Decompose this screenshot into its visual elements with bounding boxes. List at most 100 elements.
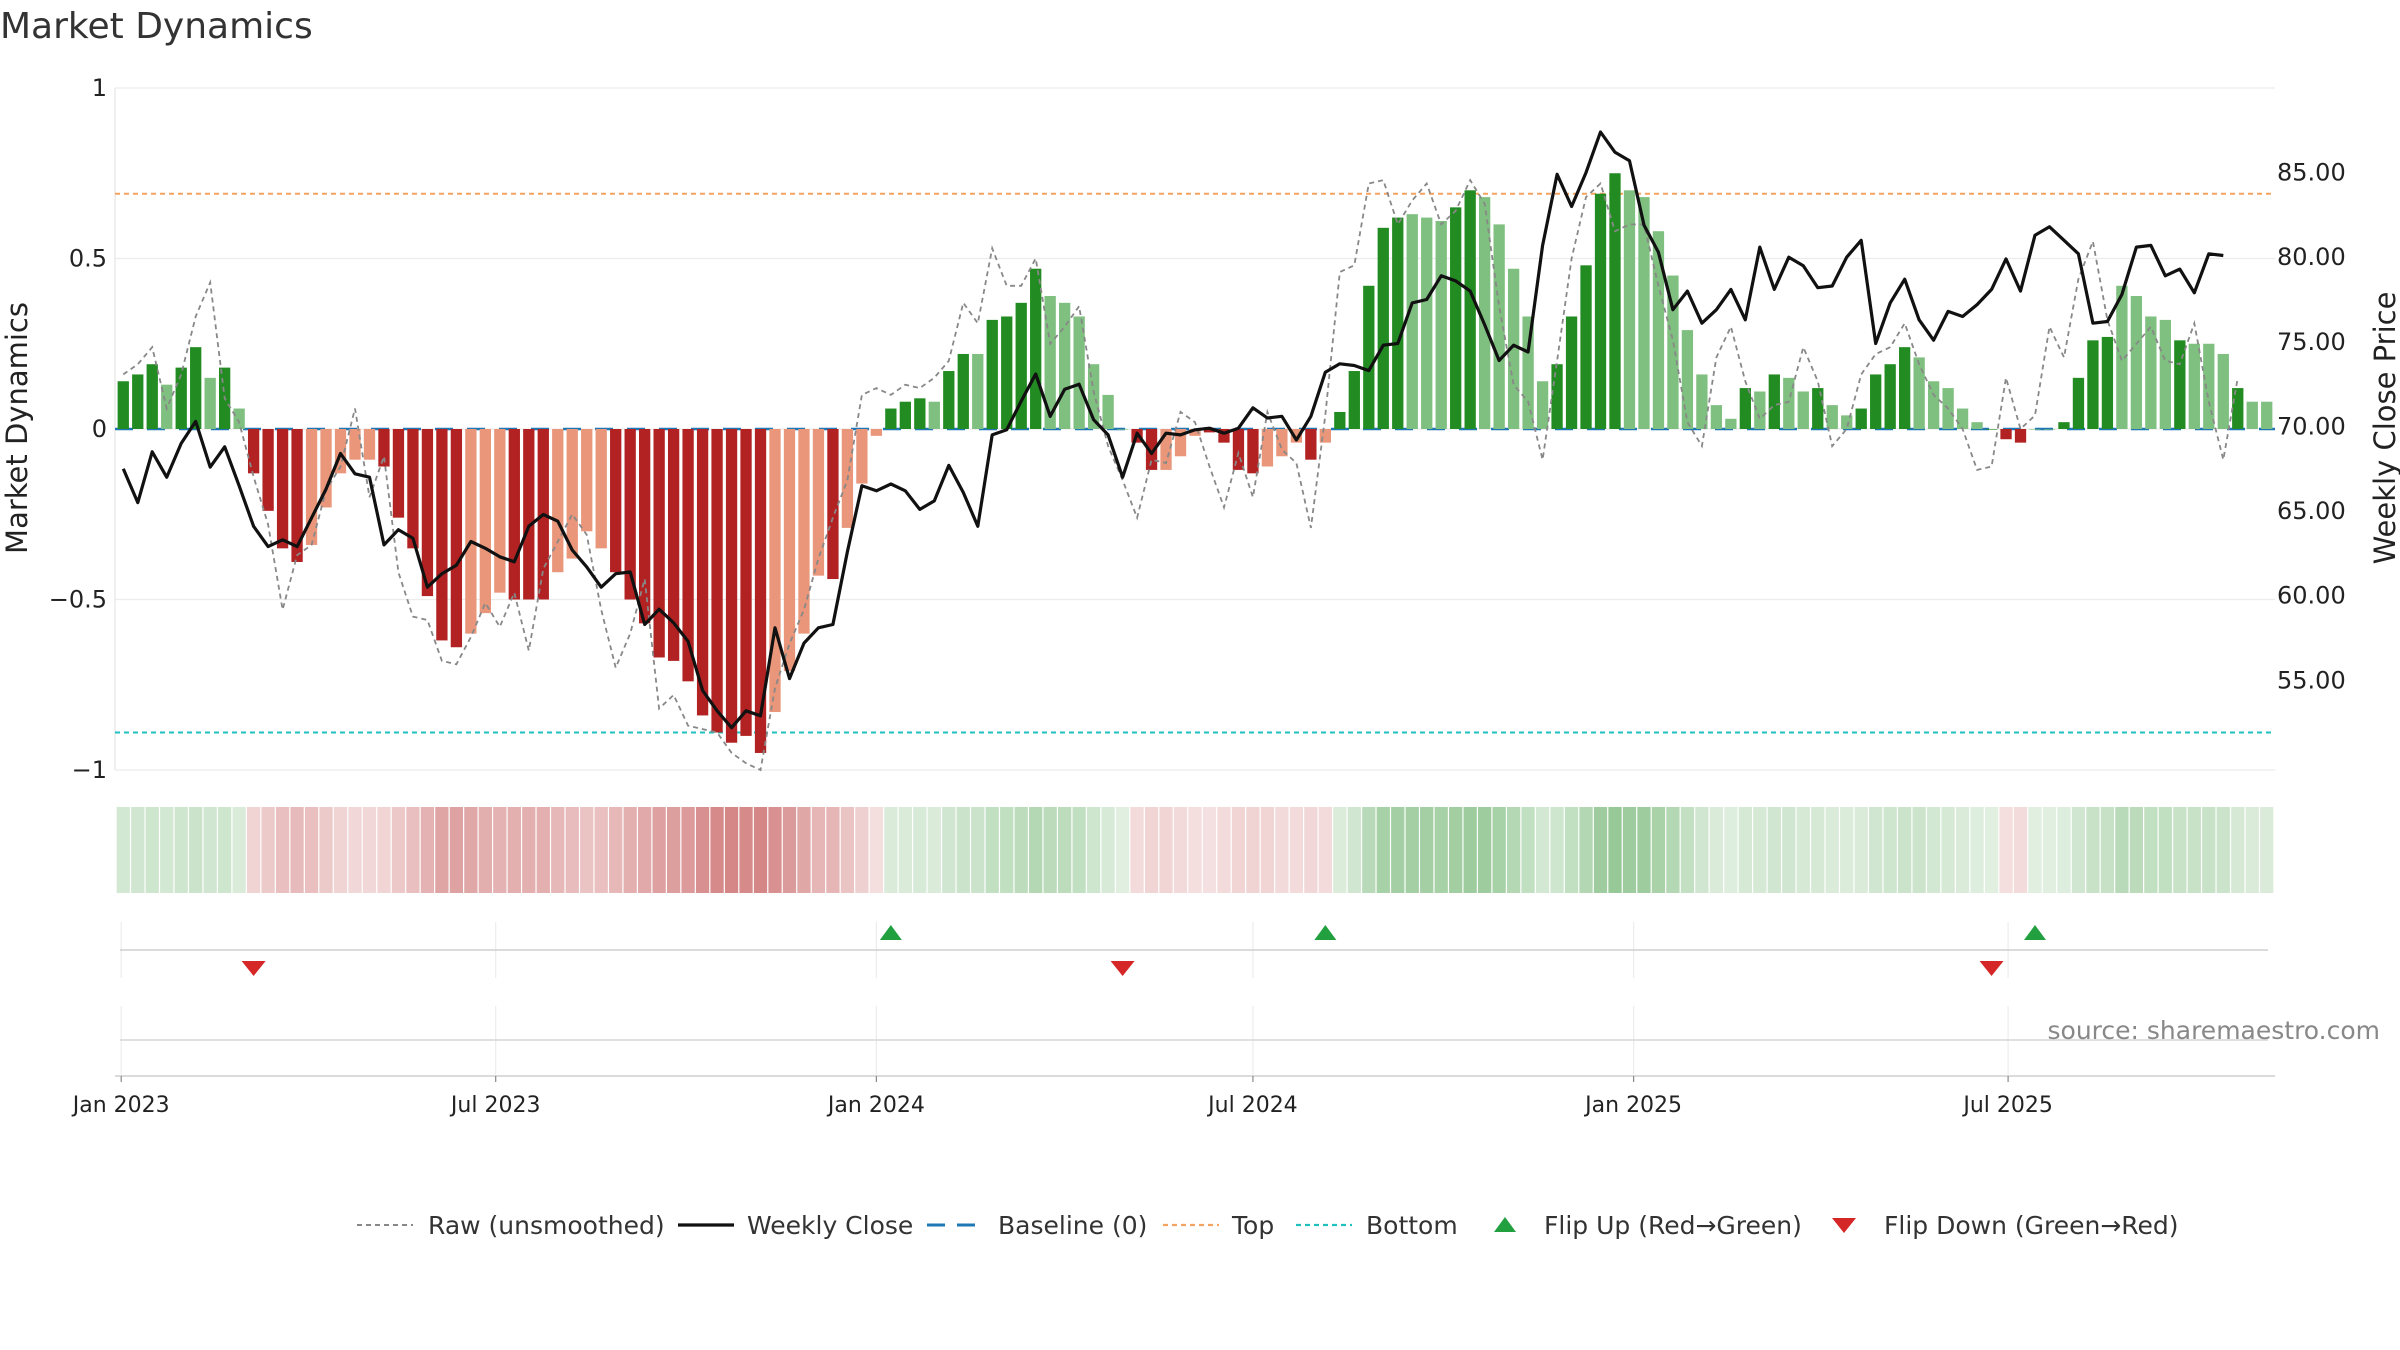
- strip-cell: [913, 807, 927, 893]
- dynamics-bar: [1218, 429, 1230, 443]
- dynamics-bar: [769, 429, 781, 713]
- dynamics-bar: [1001, 316, 1013, 429]
- strip-cell: [2173, 807, 2187, 893]
- y-axis-right-label: Weekly Close Price: [2368, 292, 2400, 565]
- strip-cell: [464, 807, 478, 893]
- strip-cell: [1854, 807, 1868, 893]
- legend-item-top: Top: [1163, 1211, 1274, 1240]
- dynamics-bar: [2174, 340, 2186, 429]
- dynamics-bar: [1392, 217, 1404, 429]
- dynamics-bar: [1116, 429, 1129, 430]
- x-axis: Jan 2023 Jul 2023 Jan 2024 Jul 2024 Jan 2025…: [71, 1076, 2053, 1118]
- flip-down-marker: [241, 961, 266, 976]
- x-tick-label: Jan 2025: [1583, 1093, 1682, 1118]
- dynamics-bar: [1334, 411, 1346, 429]
- strip-cell: [1347, 807, 1361, 893]
- strip-cell: [391, 807, 406, 893]
- weekly-close-line: [121, 130, 2224, 730]
- strip-cell: [1202, 807, 1217, 893]
- strip-cell: [1984, 807, 1999, 893]
- dynamics-bar: [1551, 364, 1563, 429]
- strip-cell: [1275, 807, 1289, 893]
- dynamics-bar: [2188, 343, 2200, 429]
- y-left-tick-label: 0: [92, 415, 107, 443]
- strip-cell: [1999, 807, 2013, 893]
- strip-cell: [797, 807, 811, 893]
- dynamics-bar: [2261, 401, 2273, 429]
- dynamics-bar: [1189, 429, 1201, 436]
- dynamics-bar: [914, 398, 926, 429]
- strip-cell: [1478, 807, 1492, 893]
- strip-cell: [507, 807, 521, 893]
- dynamics-bar: [2203, 343, 2215, 429]
- dynamics-bar: [624, 429, 636, 600]
- strip-cell: [565, 807, 579, 893]
- dynamics-bar: [132, 374, 144, 429]
- strip-cell: [189, 807, 203, 893]
- dynamics-bar: [1899, 347, 1911, 429]
- strip-cell: [695, 807, 710, 893]
- strip-cell: [232, 807, 246, 893]
- strip-cell: [174, 807, 188, 893]
- dynamics-bar: [1652, 231, 1665, 429]
- dynamics-bar: [2000, 429, 2012, 440]
- dynamics-bar: [1377, 227, 1389, 429]
- dynamics-bar: [233, 408, 245, 429]
- strip-cell: [522, 807, 536, 893]
- dynamics-bar: [378, 429, 390, 467]
- y-right-tick-label: 60.00: [2277, 582, 2346, 610]
- strip-cell: [1651, 807, 1666, 893]
- legend-label: Top: [1231, 1211, 1274, 1240]
- legend-swatch: [1832, 1218, 1856, 1233]
- dynamics-bar: [2217, 353, 2229, 429]
- dynamics-bar: [421, 429, 434, 597]
- strip-cell: [246, 807, 261, 893]
- dynamics-bar: [1855, 408, 1867, 429]
- strip-cell: [1333, 807, 1347, 893]
- dynamics-bar: [581, 429, 593, 532]
- dynamics-bar: [2087, 340, 2099, 429]
- dynamics-bar: [1507, 268, 1520, 429]
- strip-cell: [1115, 807, 1130, 893]
- strip-cell: [160, 807, 174, 893]
- strip-cell: [1304, 807, 1318, 893]
- dynamics-bar: [1739, 388, 1751, 429]
- dynamics-bar: [494, 429, 506, 593]
- dynamics-bar: [1479, 197, 1491, 429]
- dynamics-bar: [2159, 319, 2171, 429]
- dynamics-bar: [1985, 429, 1998, 430]
- strip-cell: [1811, 807, 1825, 893]
- strip-cell: [493, 807, 507, 893]
- flip-down-marker: [1110, 961, 1135, 976]
- dynamics-bar: [1319, 429, 1331, 443]
- strip-cell: [1043, 807, 1057, 893]
- strip-cell: [1608, 807, 1622, 893]
- dynamics-bar: [1609, 173, 1621, 429]
- strip-cell: [1753, 807, 1767, 893]
- dynamics-bar: [2014, 429, 2027, 443]
- strip-cell: [1564, 807, 1579, 893]
- legend-label: Raw (unsmoothed): [428, 1211, 665, 1240]
- dynamics-bar: [1160, 429, 1172, 470]
- strip-cell: [942, 807, 956, 893]
- strip-cell: [304, 807, 319, 893]
- strip-cell: [1695, 807, 1709, 893]
- source-note: source: sharemaestro.com: [2048, 1016, 2381, 1045]
- strip-cell: [768, 807, 782, 893]
- dynamics-bar: [552, 429, 564, 573]
- dynamics-bar: [1030, 268, 1042, 429]
- dynamics-bar: [1464, 190, 1476, 429]
- strip-cell: [1058, 807, 1072, 893]
- strip-cell: [536, 807, 550, 893]
- dynamics-bar: [1870, 374, 1882, 429]
- dynamics-bar: [1783, 377, 1795, 429]
- strip-cell: [1550, 807, 1564, 893]
- y-right-tick-label: 75.00: [2277, 328, 2346, 356]
- strip-cell: [362, 807, 377, 893]
- dynamics-bar: [1971, 422, 1983, 429]
- strip-cell: [1130, 807, 1144, 893]
- strip-cell: [638, 807, 652, 893]
- strip-cell: [2013, 807, 2028, 893]
- dynamics-bar: [363, 429, 376, 460]
- strip-cell: [2115, 807, 2129, 893]
